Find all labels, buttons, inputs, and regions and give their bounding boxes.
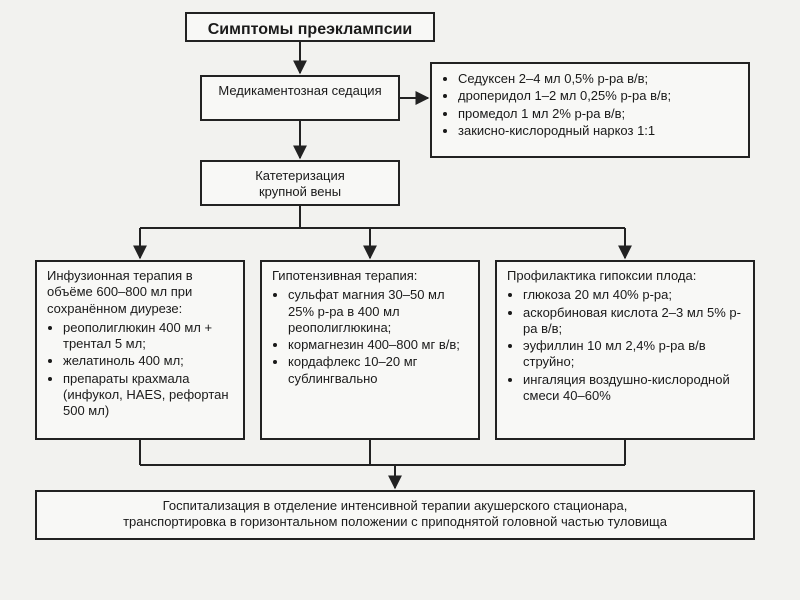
hypoxia-list: глюкоза 20 мл 40% р-ра; аскорбиновая кисл… — [507, 287, 743, 404]
flowchart-canvas: Симптомы преэклампсии Медикаментозная се… — [0, 0, 800, 600]
hypotensive-heading: Гипотензивная терапия: — [272, 268, 468, 284]
hypotensive-list: сульфат магния 30–50 мл 25% р-ра в 400 м… — [272, 287, 468, 387]
title-text: Симптомы преэклампсии — [208, 21, 413, 38]
sedation-text: Медикаментозная седация — [218, 83, 381, 98]
list-item: эуфиллин 10 мл 2,4% р-ра в/в струйно; — [523, 338, 743, 371]
node-sedation-drugs: Седуксен 2–4 мл 0,5% р-ра в/в;дроперидол… — [430, 62, 750, 158]
node-hypoxia: Профилактика гипоксии плода: глюкоза 20 … — [495, 260, 755, 440]
list-item: дроперидол 1–2 мл 0,25% р-ра в/в; — [458, 88, 738, 104]
list-item: закисно-кислородный наркоз 1:1 — [458, 123, 738, 139]
hypoxia-heading: Профилактика гипоксии плода: — [507, 268, 743, 284]
list-item: препараты крахмала (инфукол, HAES, рефор… — [63, 371, 233, 420]
hospital-line1: Госпитализация в отделение интенсивной т… — [163, 498, 628, 513]
list-item: кордафлекс 10–20 мг сублингвально — [288, 354, 468, 387]
node-hospital: Госпитализация в отделение интенсивной т… — [35, 490, 755, 540]
node-catheter: Катетеризация крупной вены — [200, 160, 400, 206]
node-sedation: Медикаментозная седация — [200, 75, 400, 121]
catheter-line2: крупной вены — [259, 184, 341, 199]
list-item: ингаляция воздушно-кислородной смеси 40–… — [523, 372, 743, 405]
list-item: глюкоза 20 мл 40% р-ра; — [523, 287, 743, 303]
sedation-drugs-list: Седуксен 2–4 мл 0,5% р-ра в/в;дроперидол… — [442, 71, 738, 139]
node-infusion: Инфузионная терапия в объёме 600–800 мл … — [35, 260, 245, 440]
list-item: аскорбиновая кислота 2–3 мл 5% р-ра в/в; — [523, 305, 743, 338]
list-item: реополиглюкин 400 мл + трентал 5 мл; — [63, 320, 233, 353]
catheter-line1: Катетеризация — [255, 168, 345, 183]
node-title: Симптомы преэклампсии — [185, 12, 435, 42]
hospital-line2: транспортировка в горизонтальном положен… — [123, 514, 667, 529]
infusion-heading: Инфузионная терапия в объёме 600–800 мл … — [47, 268, 233, 317]
infusion-list: реополиглюкин 400 мл + трентал 5 мл;жела… — [47, 320, 233, 420]
list-item: сульфат магния 30–50 мл 25% р-ра в 400 м… — [288, 287, 468, 336]
node-hypotensive: Гипотензивная терапия: сульфат магния 30… — [260, 260, 480, 440]
list-item: Седуксен 2–4 мл 0,5% р-ра в/в; — [458, 71, 738, 87]
list-item: промедол 1 мл 2% р-ра в/в; — [458, 106, 738, 122]
list-item: желатиноль 400 мл; — [63, 353, 233, 369]
list-item: кормагнезин 400–800 мг в/в; — [288, 337, 468, 353]
